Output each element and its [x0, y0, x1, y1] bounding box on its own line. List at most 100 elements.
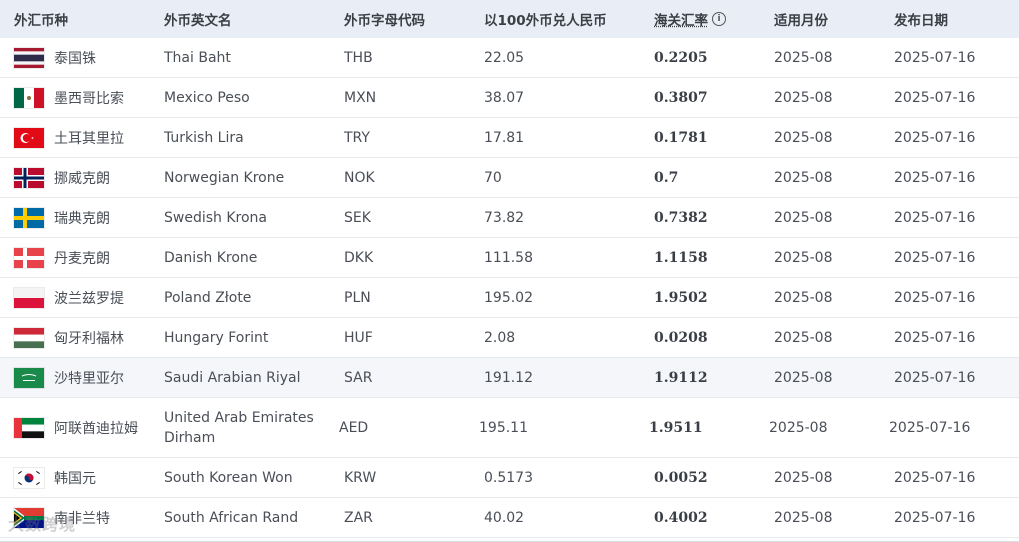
customs-rate-cell: 1.9112	[654, 369, 708, 386]
currency-name: 南非兰特	[54, 510, 110, 527]
currency-name-cell: 匈牙利福林	[0, 327, 150, 348]
currency-code-cell: THB	[344, 49, 373, 66]
turkey-flag-icon	[14, 127, 44, 148]
customs-rate-cell: 1.1158	[654, 249, 708, 266]
english-name-cell: Poland Złote	[164, 289, 252, 306]
english-name-cell: Mexico Peso	[164, 89, 250, 106]
info-icon[interactable]: i	[712, 12, 726, 26]
customs-rate-cell: 1.9511	[649, 419, 703, 436]
english-name-cell: Turkish Lira	[164, 129, 244, 146]
hungary-flag-icon	[14, 327, 44, 348]
table-row[interactable]: 挪威克朗 Norwegian Krone NOK 70 0.7 2025-08 …	[0, 158, 1019, 198]
date-cell: 2025-07-16	[894, 49, 976, 66]
month-cell: 2025-08	[774, 289, 833, 306]
currency-name: 沙特里亚尔	[54, 370, 124, 387]
customs-rate-cell: 0.2205	[654, 49, 708, 66]
table-row[interactable]: 泰国铢 Thai Baht THB 22.05 0.2205 2025-08 2…	[0, 38, 1019, 78]
table-row[interactable]: 沙特里亚尔 Saudi Arabian Riyal SAR 191.12 1.9…	[0, 358, 1019, 398]
english-name-cell: Hungary Forint	[164, 329, 269, 346]
currency-name: 土耳其里拉	[54, 130, 124, 147]
per-100-cell: 111.58	[484, 249, 533, 266]
currency-name-cell: 挪威克朗	[0, 167, 150, 188]
date-cell: 2025-07-16	[894, 89, 976, 106]
currency-name-cell: 沙特里亚尔	[0, 367, 150, 388]
per-100-cell: 70	[484, 169, 502, 186]
customs-rate-cell: 1.9502	[654, 289, 708, 306]
month-cell: 2025-08	[774, 369, 833, 386]
per-100-cell: 195.11	[479, 419, 528, 436]
currency-name-cell: 南非兰特	[0, 507, 150, 528]
month-cell: 2025-08	[774, 329, 833, 346]
english-name-cell: United Arab Emirates Dirham	[164, 409, 314, 446]
denmark-flag-icon	[14, 247, 44, 268]
header-currency-code[interactable]: 外币字母代码	[344, 13, 425, 29]
currency-name-cell: 土耳其里拉	[0, 127, 150, 148]
date-cell: 2025-07-16	[894, 249, 976, 266]
per-100-cell: 17.81	[484, 129, 525, 146]
english-name-cell: Swedish Krona	[164, 209, 267, 226]
currency-name-cell: 瑞典克朗	[0, 207, 150, 228]
saudi-arabia-flag-icon	[14, 367, 44, 388]
currency-name-cell: 泰国铢	[0, 47, 150, 68]
sweden-flag-icon	[14, 207, 44, 228]
header-customs-rate-label: 海关汇率	[654, 13, 708, 29]
month-cell: 2025-08	[774, 89, 833, 106]
date-cell: 2025-07-16	[894, 509, 976, 526]
currency-code-cell: SEK	[344, 209, 371, 226]
table-row[interactable]: 韩国元 South Korean Won KRW 0.5173 0.0052 2…	[0, 458, 1019, 498]
currency-code-cell: PLN	[344, 289, 371, 306]
south-africa-flag-icon	[14, 507, 44, 528]
table-header: 外汇币种 外币英文名 外币字母代码 以100外币兑人民币 海关汇率 i 适用月份…	[0, 0, 1019, 38]
currency-name: 墨西哥比索	[54, 90, 124, 107]
table-row[interactable]: 丹麦克朗 Danish Krone DKK 111.58 1.1158 2025…	[0, 238, 1019, 278]
uae-flag-icon	[14, 417, 44, 438]
currency-name: 瑞典克朗	[54, 210, 110, 227]
table-row[interactable]: 阿联酋迪拉姆 United Arab Emirates Dirham AED 1…	[0, 398, 1019, 458]
per-100-cell: 38.07	[484, 89, 525, 106]
currency-name-cell: 丹麦克朗	[0, 247, 150, 268]
currency-code-cell: AED	[339, 419, 369, 436]
customs-rate-cell: 0.7382	[654, 209, 708, 226]
customs-rate-cell: 0.0208	[654, 329, 708, 346]
currency-name: 挪威克朗	[54, 170, 110, 187]
currency-code-cell: SAR	[344, 369, 373, 386]
header-applicable-month[interactable]: 适用月份	[774, 13, 828, 29]
table-row[interactable]: 匈牙利福林 Hungary Forint HUF 2.08 0.0208 202…	[0, 318, 1019, 358]
table-row[interactable]: 瑞典克朗 Swedish Krona SEK 73.82 0.7382 2025…	[0, 198, 1019, 238]
currency-name-cell: 墨西哥比索	[0, 87, 150, 108]
customs-rate-cell: 0.3807	[654, 89, 708, 106]
currency-code-cell: NOK	[344, 169, 375, 186]
per-100-cell: 0.5173	[484, 469, 533, 486]
date-cell: 2025-07-16	[894, 469, 976, 486]
header-publish-date[interactable]: 发布日期	[894, 13, 948, 29]
header-per-100[interactable]: 以100外币兑人民币	[484, 13, 607, 29]
date-cell: 2025-07-16	[894, 209, 976, 226]
currency-code-cell: TRY	[344, 129, 370, 146]
date-cell: 2025-07-16	[894, 329, 976, 346]
customs-rate-cell: 0.0052	[654, 469, 708, 486]
date-cell: 2025-07-16	[894, 369, 976, 386]
currency-code-cell: KRW	[344, 469, 377, 486]
per-100-cell: 191.12	[484, 369, 533, 386]
currency-code-cell: HUF	[344, 329, 373, 346]
month-cell: 2025-08	[774, 209, 833, 226]
currency-name: 丹麦克朗	[54, 250, 110, 267]
thailand-flag-icon	[14, 47, 44, 68]
currency-name-cell: 阿联酋迪拉姆	[0, 417, 150, 438]
english-name-cell: Thai Baht	[164, 49, 231, 66]
table-row[interactable]: 波兰兹罗提 Poland Złote PLN 195.02 1.9502 202…	[0, 278, 1019, 318]
month-cell: 2025-08	[774, 469, 833, 486]
table-row[interactable]: 南非兰特 South African Rand ZAR 40.02 0.4002…	[0, 498, 1019, 538]
currency-name: 泰国铢	[54, 50, 96, 67]
english-name-cell: Norwegian Krone	[164, 169, 285, 186]
month-cell: 2025-08	[774, 129, 833, 146]
header-customs-rate[interactable]: 海关汇率 i	[640, 9, 760, 29]
month-cell: 2025-08	[769, 419, 828, 436]
header-english-name[interactable]: 外币英文名	[164, 13, 232, 29]
table-row[interactable]: 土耳其里拉 Turkish Lira TRY 17.81 0.1781 2025…	[0, 118, 1019, 158]
header-currency-name[interactable]: 外汇币种	[14, 13, 68, 29]
customs-rate-cell: 0.7	[654, 169, 679, 186]
table-row[interactable]: 墨西哥比索 Mexico Peso MXN 38.07 0.3807 2025-…	[0, 78, 1019, 118]
currency-name: 韩国元	[54, 470, 96, 487]
